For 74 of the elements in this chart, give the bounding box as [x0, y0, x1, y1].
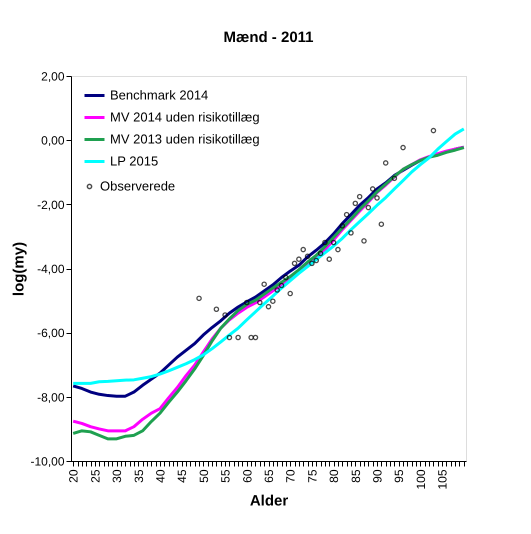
x-axis-title: Alder [250, 492, 288, 510]
point [430, 128, 436, 134]
legend-label: MV 2013 uden risikotillæg [110, 132, 260, 146]
point [261, 281, 267, 287]
point [226, 334, 232, 340]
x-tick-label: 25 [88, 469, 102, 483]
x-tick-label: 20 [66, 469, 81, 483]
point [318, 250, 324, 256]
x-tick-label: 60 [240, 469, 254, 483]
legend-label: MV 2014 uden risikotillæg [110, 110, 260, 124]
point [222, 312, 228, 318]
point [378, 221, 384, 227]
y-tick-label: -10,00 [30, 454, 65, 468]
point [283, 274, 289, 280]
point [270, 298, 276, 304]
point [257, 300, 263, 306]
legend-label: LP 2015 [110, 154, 158, 168]
x-tick-label: 90 [370, 469, 385, 483]
point [330, 240, 336, 246]
point [340, 223, 346, 229]
x-tick-label: 100 [414, 469, 428, 490]
point [274, 287, 280, 293]
y-tick-label: 2,00 [41, 70, 65, 84]
point [313, 258, 320, 264]
point [292, 260, 298, 266]
point [361, 238, 367, 244]
point [356, 194, 362, 200]
point [244, 300, 250, 306]
point [235, 334, 241, 340]
point [374, 195, 380, 201]
point [266, 304, 272, 310]
point [335, 246, 341, 252]
y-tick-label: -4,00 [37, 262, 65, 276]
point [352, 200, 358, 206]
point [400, 144, 406, 150]
point [196, 296, 202, 302]
y-tick-label: 0,00 [41, 134, 65, 148]
y-tick-label: -2,00 [37, 198, 65, 212]
point [366, 204, 372, 210]
point [287, 290, 293, 296]
x-tick-label: 75 [305, 469, 320, 483]
point [252, 334, 258, 340]
point [278, 282, 284, 288]
point [326, 256, 332, 262]
legend-label: Observerede [100, 178, 176, 194]
x-tick-label: 35 [132, 469, 146, 483]
point [322, 240, 328, 246]
point [348, 230, 354, 236]
point [214, 306, 220, 312]
x-tick-label: 45 [175, 469, 190, 483]
point [248, 334, 254, 340]
x-tick-label: 50 [196, 469, 211, 483]
x-tick-label: 80 [327, 469, 342, 483]
x-tick-label: 65 [262, 469, 276, 483]
x-tick-label: 40 [153, 469, 168, 483]
x-tick-label: 105 [436, 469, 450, 490]
point [370, 186, 376, 192]
y-tick-label: -6,00 [37, 326, 65, 340]
x-tick-label: 95 [392, 469, 406, 483]
y-tick-label: -8,00 [37, 390, 65, 404]
x-tick-label: 85 [348, 469, 363, 483]
x-tick-label: 70 [284, 469, 298, 483]
point [296, 256, 302, 262]
point [344, 212, 350, 218]
chart-title: Mænd - 2011 [223, 29, 314, 46]
point [392, 176, 398, 182]
y-axis-title: log(my) [10, 242, 28, 296]
point [382, 160, 388, 166]
point [304, 254, 310, 260]
legend-label: Benchmark 2014 [110, 88, 208, 102]
point [300, 246, 306, 252]
x-tick-label: 55 [218, 469, 233, 483]
point [309, 260, 315, 266]
x-tick-label: 30 [110, 469, 124, 483]
